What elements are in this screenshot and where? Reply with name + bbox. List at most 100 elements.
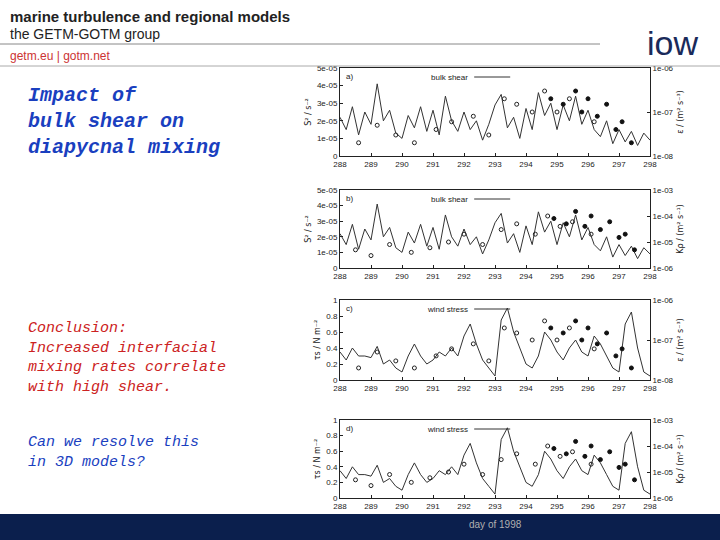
svg-text:0.2: 0.2 [326, 478, 338, 487]
svg-text:290: 290 [395, 502, 409, 511]
svg-text:298: 298 [643, 502, 657, 511]
svg-text:291: 291 [426, 502, 440, 511]
svg-text:ε / (m² s⁻³): ε / (m² s⁻³) [676, 318, 685, 362]
svg-text:295: 295 [550, 272, 564, 281]
svg-text:294: 294 [519, 160, 533, 169]
svg-text:5e-05: 5e-05 [317, 186, 338, 195]
svg-text:295: 295 [550, 384, 564, 393]
svg-text:1e-05: 1e-05 [317, 134, 338, 143]
svg-text:d): d) [346, 424, 353, 433]
svg-text:1e-05: 1e-05 [317, 248, 338, 257]
svg-text:297: 297 [612, 160, 626, 169]
svg-text:Kρ / (m² s⁻¹): Kρ / (m² s⁻¹) [676, 434, 685, 484]
svg-text:1e-07: 1e-07 [653, 336, 674, 345]
svg-text:a): a) [346, 72, 353, 81]
svg-text:0.6: 0.6 [326, 328, 338, 337]
svg-text:297: 297 [612, 384, 626, 393]
svg-text:288: 288 [333, 272, 347, 281]
svg-text:the GETM-GOTM group: the GETM-GOTM group [10, 26, 160, 42]
svg-text:1e-05: 1e-05 [653, 238, 674, 247]
svg-text:ε / (m² s⁻³): ε / (m² s⁻³) [676, 90, 685, 134]
svg-text:298: 298 [643, 384, 657, 393]
svg-text:2e-05: 2e-05 [317, 233, 338, 242]
svg-text:1e-03: 1e-03 [653, 416, 674, 425]
svg-text:bulk shear: bulk shear [431, 73, 468, 82]
svg-text:293: 293 [488, 272, 502, 281]
svg-text:3e-05: 3e-05 [317, 99, 338, 108]
svg-text:1: 1 [333, 416, 338, 425]
svg-text:293: 293 [488, 384, 502, 393]
svg-text:289: 289 [364, 502, 378, 511]
svg-text:291: 291 [426, 384, 440, 393]
svg-text:290: 290 [395, 272, 409, 281]
svg-text:0: 0 [333, 152, 338, 161]
svg-text:294: 294 [519, 384, 533, 393]
svg-text:Impact ofbulk shear ondiapycna: Impact ofbulk shear ondiapycnal mixing [28, 84, 220, 159]
svg-text:0.2: 0.2 [326, 360, 338, 369]
svg-text:b): b) [346, 194, 353, 203]
svg-text:298: 298 [643, 272, 657, 281]
svg-text:1e-08: 1e-08 [653, 376, 674, 385]
svg-text:298: 298 [643, 160, 657, 169]
svg-text:iow: iow [647, 24, 698, 62]
svg-text:1e-08: 1e-08 [653, 152, 674, 161]
svg-text:0.4: 0.4 [326, 344, 338, 353]
svg-text:288: 288 [333, 160, 347, 169]
svg-text:296: 296 [581, 160, 595, 169]
svg-text:Can we resolve thisin 3D model: Can we resolve thisin 3D models? [28, 434, 199, 471]
svg-text:5e-05: 5e-05 [317, 64, 338, 73]
svg-text:288: 288 [333, 384, 347, 393]
svg-text:wind stress: wind stress [427, 305, 468, 314]
svg-text:day of 1998: day of 1998 [469, 519, 522, 530]
svg-text:2e-05: 2e-05 [317, 117, 338, 126]
svg-text:S² / s⁻²: S² / s⁻² [304, 215, 313, 243]
svg-text:Kρ / (m² s⁻¹): Kρ / (m² s⁻¹) [676, 204, 685, 254]
svg-text:291: 291 [426, 160, 440, 169]
svg-text:289: 289 [364, 384, 378, 393]
svg-text:290: 290 [395, 160, 409, 169]
svg-text:297: 297 [612, 502, 626, 511]
svg-text:3e-05: 3e-05 [317, 217, 338, 226]
svg-text:c): c) [346, 304, 353, 313]
svg-text:290: 290 [395, 384, 409, 393]
svg-text:1: 1 [333, 296, 338, 305]
svg-text:293: 293 [488, 160, 502, 169]
svg-text:1e-06: 1e-06 [653, 64, 674, 73]
svg-text:1e-04: 1e-04 [653, 442, 674, 451]
svg-text:4e-05: 4e-05 [317, 201, 338, 210]
svg-text:1e-05: 1e-05 [653, 468, 674, 477]
svg-text:297: 297 [612, 272, 626, 281]
svg-text:1e-03: 1e-03 [653, 186, 674, 195]
svg-text:1e-04: 1e-04 [653, 212, 674, 221]
svg-text:295: 295 [550, 502, 564, 511]
svg-text:0.8: 0.8 [326, 312, 338, 321]
svg-text:292: 292 [457, 272, 471, 281]
svg-text:getm.eu | gotm.net: getm.eu | gotm.net [10, 49, 111, 63]
svg-text:294: 294 [519, 502, 533, 511]
svg-text:1e-06: 1e-06 [653, 494, 674, 503]
svg-text:0.6: 0.6 [326, 447, 338, 456]
svg-text:0.8: 0.8 [326, 431, 338, 440]
svg-text:1e-06: 1e-06 [653, 264, 674, 273]
svg-text:292: 292 [457, 384, 471, 393]
svg-text:289: 289 [364, 272, 378, 281]
svg-text:0: 0 [333, 264, 338, 273]
svg-text:marine turbulence and regional: marine turbulence and regional models [10, 8, 290, 25]
svg-text:wind stress: wind stress [427, 425, 468, 434]
svg-text:bulk shear: bulk shear [431, 195, 468, 204]
svg-text:296: 296 [581, 502, 595, 511]
svg-text:294: 294 [519, 272, 533, 281]
svg-text:S² / s⁻²: S² / s⁻² [304, 98, 313, 126]
svg-text:τs / N m⁻²: τs / N m⁻² [313, 439, 322, 480]
svg-text:296: 296 [581, 384, 595, 393]
svg-text:295: 295 [550, 160, 564, 169]
svg-text:291: 291 [426, 272, 440, 281]
svg-text:1e-07: 1e-07 [653, 108, 674, 117]
svg-text:292: 292 [457, 160, 471, 169]
svg-text:1e-06: 1e-06 [653, 296, 674, 305]
svg-text:Conclusion:Increased interfaci: Conclusion:Increased interfacialmixing r… [28, 320, 226, 396]
svg-text:292: 292 [457, 502, 471, 511]
svg-text:293: 293 [488, 502, 502, 511]
svg-text:τs / N m⁻²: τs / N m⁻² [313, 320, 322, 361]
svg-text:0: 0 [333, 494, 338, 503]
